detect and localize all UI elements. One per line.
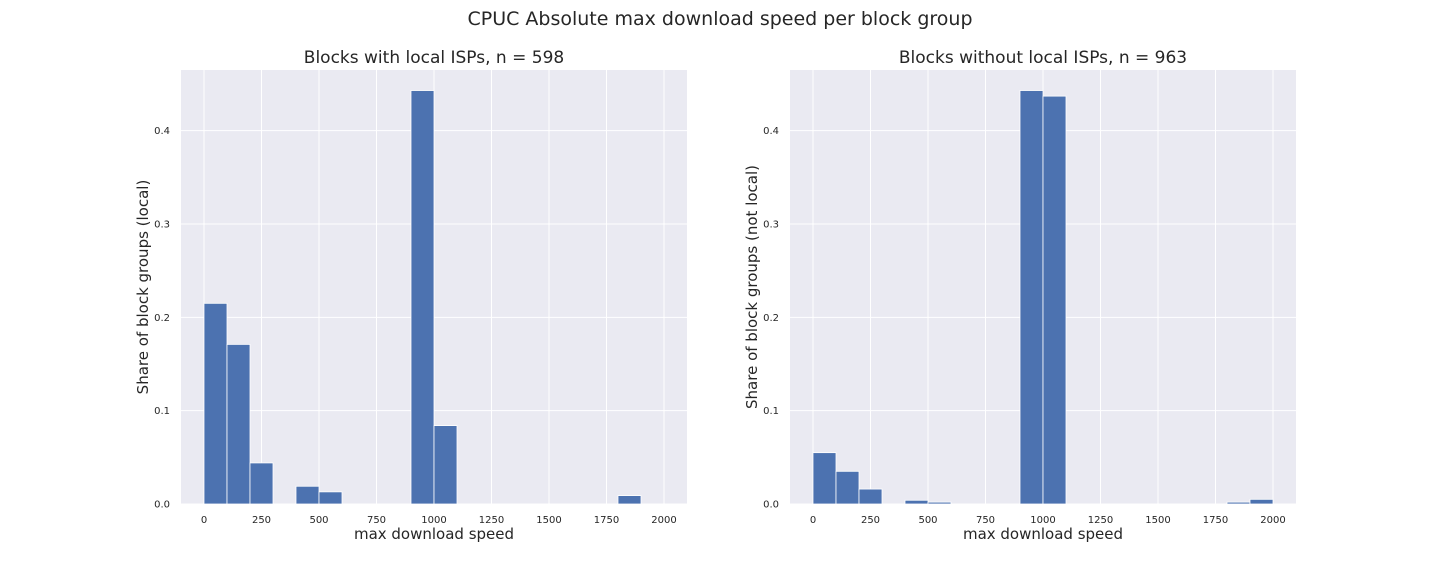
histogram-bar (812, 452, 837, 505)
x-tick-label: 1750 (594, 515, 619, 526)
histogram-bar (1042, 95, 1067, 505)
histogram-bar (295, 485, 320, 505)
y-tick-label: 0.3 (154, 220, 170, 231)
subplot-title: Blocks with local ISPs, n = 598 (304, 48, 564, 68)
subplot-title: Blocks without local ISPs, n = 963 (899, 48, 1187, 68)
histogram-bar (1019, 90, 1044, 505)
histogram-bar (410, 90, 435, 505)
histogram-bar (927, 501, 952, 505)
x-tick-label: 250 (861, 515, 880, 526)
x-tick-label: 1250 (479, 515, 504, 526)
y-tick-label: 0.3 (763, 220, 779, 231)
x-tick-label: 750 (976, 515, 995, 526)
x-tick-label: 0 (810, 515, 816, 526)
y-tick-label: 0.1 (763, 406, 779, 417)
x-tick-label: 1000 (1030, 515, 1055, 526)
x-tick-label: 500 (918, 515, 937, 526)
x-tick-label: 2000 (651, 515, 676, 526)
figure-title: CPUC Absolute max download speed per blo… (467, 8, 973, 30)
x-tick-label: 750 (367, 515, 386, 526)
histogram-bar (433, 425, 458, 505)
histogram-bar (1249, 498, 1274, 505)
x-tick-label: 1000 (421, 515, 446, 526)
histogram-bar (249, 462, 274, 505)
histogram-bar (858, 488, 883, 505)
x-tick-label: 0 (201, 515, 207, 526)
x-tick-label: 500 (309, 515, 328, 526)
subplot-1: 0 250 500 750 1000 1250 1500 1750 2000 0.0 0.1 0.2 0… (134, 48, 687, 543)
histogram-bar (904, 499, 929, 505)
histogram-bar (203, 302, 228, 505)
histogram-bar (617, 495, 642, 505)
histogram-bar (318, 491, 343, 505)
y-tick-label: 0.0 (154, 500, 170, 511)
x-tick-label: 1500 (536, 515, 561, 526)
x-tick-label: 1750 (1203, 515, 1228, 526)
x-tick-label: 1500 (1145, 515, 1170, 526)
histogram-bar (226, 343, 251, 505)
y-tick-label: 0.0 (763, 500, 779, 511)
y-tick-label: 0.4 (763, 126, 779, 137)
y-tick-label: 0.1 (154, 406, 170, 417)
x-axis-label: max download speed (354, 525, 514, 543)
x-tick-label: 1250 (1088, 515, 1113, 526)
y-axis-label: Share of block groups (local) (134, 180, 152, 395)
x-axis-label: max download speed (963, 525, 1123, 543)
x-tick-label: 2000 (1260, 515, 1285, 526)
x-tick-label: 250 (252, 515, 271, 526)
subplot-2: 0 250 500 750 1000 1250 1500 1750 2000 0.0 0.1 0.2 0… (743, 48, 1296, 543)
histogram-bar (1226, 501, 1251, 505)
y-axis-label: Share of block groups (not local) (743, 165, 761, 409)
histogram-bar (835, 470, 860, 505)
y-tick-label: 0.4 (154, 126, 170, 137)
y-tick-label: 0.2 (763, 313, 779, 324)
y-tick-label: 0.2 (154, 313, 170, 324)
